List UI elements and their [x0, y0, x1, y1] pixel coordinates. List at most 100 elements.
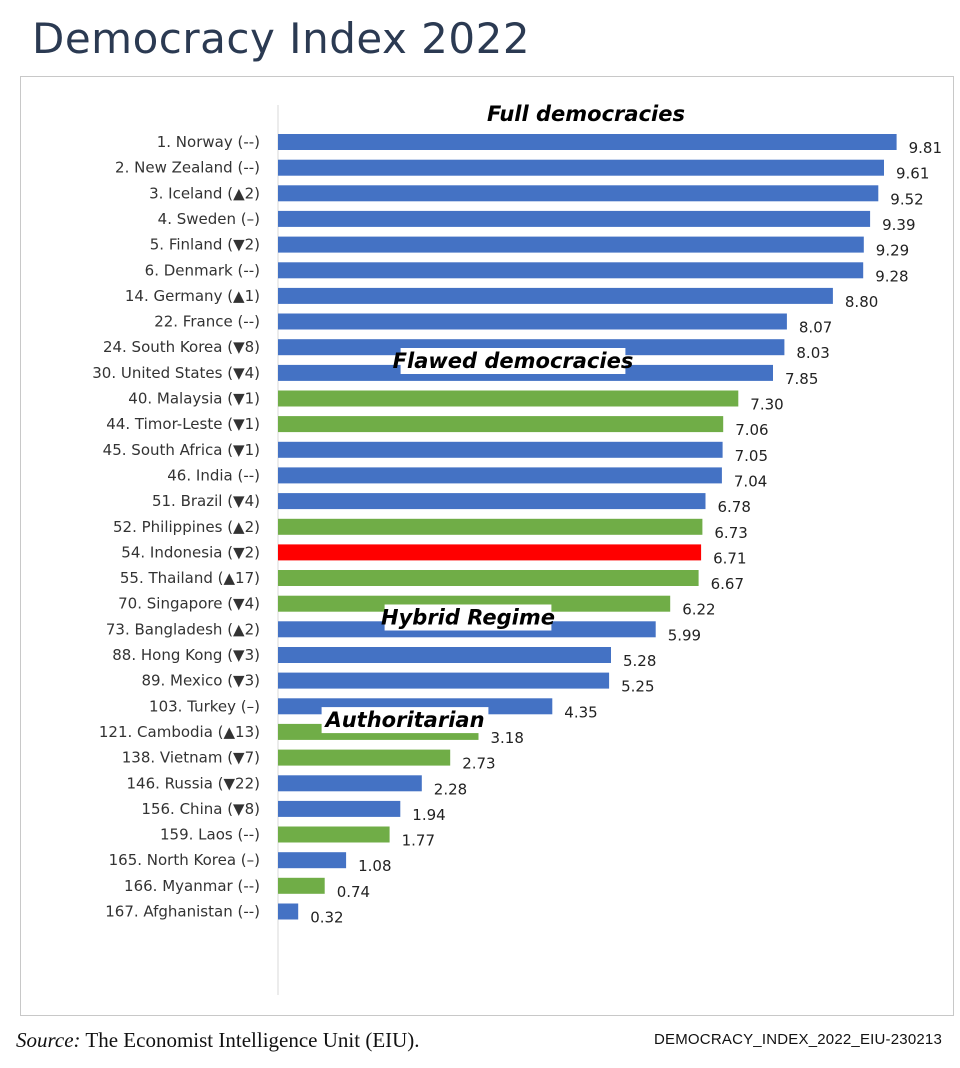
category-label: 167. Afghanistan (--)	[105, 903, 260, 921]
category-label: 166. Myanmar (--)	[124, 877, 260, 895]
value-label: 6.73	[714, 524, 747, 542]
category-label: 22. France (--)	[154, 313, 260, 331]
value-label: 7.04	[734, 472, 767, 490]
value-label: 8.80	[845, 293, 878, 311]
bar	[278, 852, 347, 869]
category-label: 44. Timor-Leste (▼1)	[106, 415, 260, 433]
category-label: 1. Norway (--)	[157, 133, 260, 151]
category-label: 14. Germany (▲1)	[125, 287, 260, 305]
value-label: 6.71	[713, 549, 746, 567]
value-label: 8.07	[799, 319, 832, 337]
value-label: 5.99	[668, 626, 701, 644]
bar	[278, 826, 390, 843]
value-label: 6.67	[711, 575, 744, 593]
value-label: 9.81	[909, 139, 942, 157]
value-label: 9.61	[896, 165, 929, 183]
group-heading-band	[321, 707, 489, 734]
category-label: 55. Thailand (▲17)	[120, 569, 260, 587]
bar	[278, 134, 897, 150]
group-heading-band	[400, 348, 626, 374]
value-label: 9.52	[890, 190, 923, 208]
value-label: 6.78	[718, 498, 751, 516]
category-label: 5. Finland (▼2)	[150, 236, 260, 254]
category-label: 156. China (▼8)	[141, 800, 260, 818]
bar	[278, 159, 884, 176]
value-label: 5.28	[623, 652, 656, 670]
category-label: 103. Turkey (–)	[149, 697, 260, 715]
value-label: 0.32	[310, 909, 343, 927]
document-id: DEMOCRACY_INDEX_2022_EIU-230213	[654, 1031, 942, 1048]
category-label: 89. Mexico (▼3)	[141, 672, 260, 690]
value-label: 3.18	[491, 729, 524, 747]
category-label: 88. Hong Kong (▼3)	[112, 646, 260, 664]
bar	[278, 210, 871, 227]
bar	[278, 570, 699, 586]
value-label: 5.25	[621, 678, 654, 696]
bar	[278, 647, 611, 663]
value-label: 8.03	[796, 344, 829, 362]
bar	[278, 236, 864, 253]
bar	[278, 877, 325, 894]
page-title: Democracy Index 2022	[32, 14, 531, 63]
category-label: 2. New Zealand (--)	[115, 159, 260, 177]
group-heading: Flawed democracies	[393, 349, 634, 373]
bar	[278, 800, 401, 817]
bar	[278, 313, 787, 330]
source-note: Source: The Economist Intelligence Unit …	[16, 1028, 420, 1053]
bar-chart: 1. Norway (--) 9.81 2. New Zealand (--) 9.6…	[92, 102, 942, 995]
value-label: 2.73	[462, 755, 495, 773]
bar	[278, 672, 610, 689]
category-label: 52. Philippines (▲2)	[113, 518, 260, 536]
bar	[278, 287, 833, 304]
value-label: 6.22	[682, 601, 715, 619]
category-label: 54. Indonesia (▼2)	[121, 543, 260, 561]
category-label: 146. Russia (▼22)	[126, 774, 260, 792]
category-label: 30. United States (▼4)	[92, 364, 260, 382]
category-label: 121. Cambodia (▲13)	[99, 723, 260, 741]
category-label: 138. Vietnam (▼7)	[122, 749, 260, 767]
source-label: Source:	[16, 1028, 81, 1052]
value-label: 7.06	[735, 421, 768, 439]
category-label: 73. Bangladesh (▲2)	[106, 620, 260, 638]
bar	[278, 903, 299, 920]
value-label: 1.77	[402, 832, 435, 850]
chart-frame: 1. Norway (--) 9.81 2. New Zealand (--) 9.6…	[20, 76, 954, 1016]
source-text: The Economist Intelligence Unit (EIU).	[80, 1028, 420, 1052]
category-label: 45. South Africa (▼1)	[103, 441, 260, 459]
category-label: 159. Laos (--)	[160, 826, 260, 844]
value-label: 4.35	[564, 703, 597, 721]
bar	[278, 441, 723, 458]
category-label: 40. Malaysia (▼1)	[128, 390, 260, 408]
value-label: 0.74	[337, 883, 370, 901]
category-label: 6. Denmark (--)	[145, 261, 260, 279]
value-label: 7.85	[785, 370, 818, 388]
bar	[278, 390, 739, 407]
category-label: 46. India (--)	[167, 466, 260, 484]
value-label: 2.28	[434, 780, 467, 798]
category-label: 51. Brazil (▼4)	[152, 492, 260, 510]
value-label: 7.05	[735, 447, 768, 465]
value-label: 1.08	[358, 857, 391, 875]
category-label: 165. North Korea (–)	[109, 851, 260, 869]
value-label: 9.28	[875, 267, 908, 285]
bar	[278, 775, 422, 792]
value-label: 1.94	[412, 806, 445, 824]
bar	[278, 595, 671, 612]
bar	[278, 467, 722, 484]
value-label: 7.30	[750, 396, 783, 414]
group-heading: Full democracies	[487, 102, 685, 126]
bar	[278, 416, 724, 433]
group-heading: Hybrid Regime	[381, 606, 555, 630]
category-label: 4. Sweden (–)	[158, 210, 260, 228]
category-label: 3. Iceland (▲2)	[149, 184, 260, 202]
group-heading-band	[384, 604, 552, 631]
bar	[278, 749, 451, 766]
bar	[278, 262, 864, 279]
group-heading: Authoritarian	[323, 708, 484, 732]
value-label: 9.39	[882, 216, 915, 234]
category-label: 24. South Korea (▼8)	[103, 338, 260, 356]
bar	[278, 518, 703, 535]
bar	[278, 493, 706, 510]
bar	[278, 185, 879, 202]
value-label: 9.29	[876, 242, 909, 260]
